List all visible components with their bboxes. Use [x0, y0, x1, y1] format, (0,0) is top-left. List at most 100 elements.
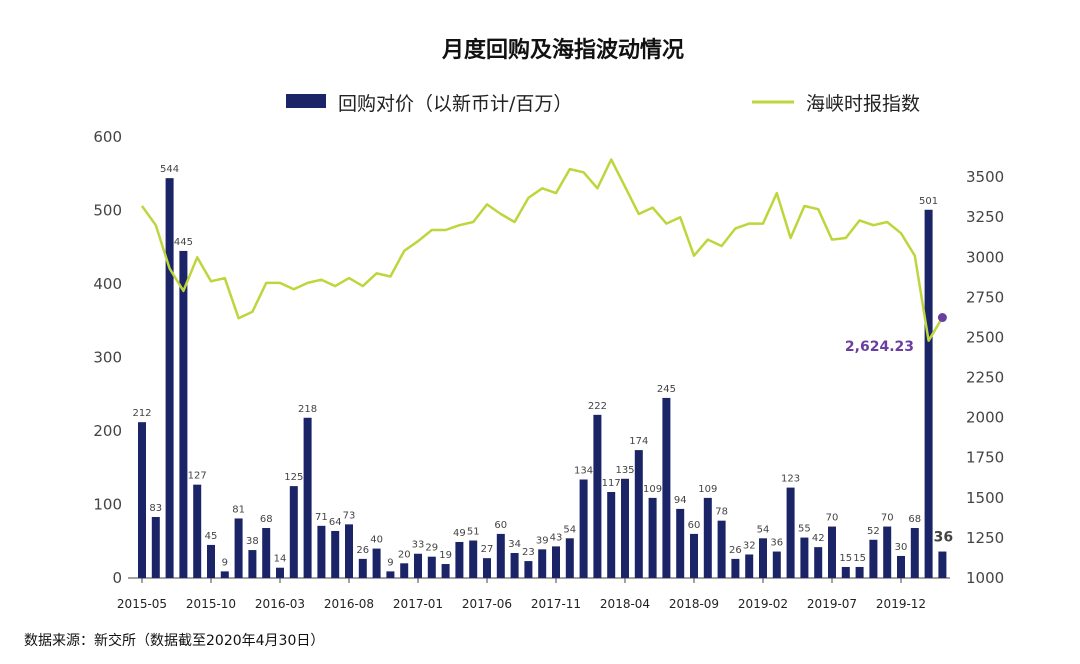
y-left-tick-label: 600 — [93, 128, 122, 146]
y-right-tick-label: 2000 — [966, 409, 1004, 427]
bar-data-label: 20 — [398, 549, 411, 560]
bar-data-label: 73 — [343, 510, 356, 521]
bar — [510, 553, 519, 578]
bar-series — [138, 178, 947, 579]
x-tick-label: 2019-07 — [807, 597, 857, 611]
bar — [165, 178, 174, 578]
bar-data-label: 70 — [881, 513, 894, 524]
bar — [731, 558, 740, 578]
bar-data-label: 54 — [563, 524, 576, 535]
bar-data-label: 245 — [657, 384, 676, 395]
bar — [772, 551, 781, 578]
x-tick-label: 2015-10 — [186, 597, 236, 611]
bar — [745, 554, 754, 578]
bar-data-label: 39 — [536, 535, 549, 546]
bar-data-label: 40 — [370, 535, 383, 546]
bar — [717, 520, 726, 578]
annotation: 2,624.23 — [845, 313, 947, 355]
bar — [593, 414, 602, 578]
bar — [138, 422, 146, 578]
bar — [800, 537, 809, 578]
bar-data-label: 174 — [629, 436, 648, 447]
x-tick-label: 2019-12 — [876, 597, 926, 611]
annotation-label: 2,624.23 — [845, 339, 914, 355]
index-line — [140, 158, 944, 342]
bar-data-label: 68 — [260, 514, 273, 525]
bar-data-label: 9 — [387, 557, 393, 568]
bar-data-label: 544 — [160, 164, 179, 175]
bar-data-label: 71 — [315, 512, 328, 523]
bar-data-label: 34 — [508, 539, 521, 550]
bar-data-label: 45 — [205, 531, 218, 542]
source-note: 数据来源：新交所（数据截至2020年4月30日） — [24, 633, 325, 649]
y-left-tick-label: 400 — [93, 275, 122, 293]
bar — [855, 566, 864, 578]
bar — [483, 558, 491, 578]
bar-data-label: 501 — [919, 196, 938, 207]
bar — [910, 528, 919, 578]
bar — [303, 417, 312, 578]
bar-data-label: 81 — [232, 504, 245, 515]
bar — [289, 486, 298, 578]
bar-data-label: 109 — [643, 484, 662, 495]
bar — [814, 547, 823, 578]
bar — [648, 497, 657, 578]
bar — [621, 478, 629, 578]
bar-data-label: 29 — [425, 543, 438, 554]
bar-data-label: 14 — [274, 554, 287, 565]
legend-bar-swatch — [286, 94, 326, 108]
bar — [662, 397, 671, 578]
y-right-tick-label: 2250 — [966, 369, 1004, 387]
bar-data-label: 60 — [688, 520, 701, 531]
y-right-tick-label: 1750 — [966, 449, 1004, 467]
bar-data-label: 33 — [412, 540, 425, 551]
bar — [496, 533, 505, 578]
bar — [455, 541, 464, 578]
x-tick-label: 2015-05 — [117, 597, 167, 611]
bar — [317, 525, 326, 578]
y-left-tick-label: 500 — [93, 202, 122, 220]
bar — [869, 539, 878, 578]
x-tick-label: 2018-04 — [600, 597, 650, 611]
bar-data-label: 445 — [174, 237, 193, 248]
bar-data-label: 19 — [439, 550, 452, 561]
bar — [179, 250, 188, 579]
bar — [345, 524, 353, 578]
bar — [565, 538, 574, 578]
bar — [469, 540, 478, 578]
bar-data-label: 55 — [798, 524, 811, 535]
x-tick-label: 2017-06 — [462, 597, 512, 611]
bar — [331, 530, 340, 578]
bar-data-label: 109 — [698, 484, 717, 495]
y-left-tick-label: 0 — [112, 569, 122, 587]
bar — [938, 551, 947, 578]
bar — [634, 450, 643, 578]
x-tick-label: 2019-02 — [738, 597, 788, 611]
bar-data-label: 9 — [222, 557, 228, 568]
y-axis-right: 1000 1250 1500 1750 2000 2250 2500 2750 3000 3250… — [966, 168, 1004, 587]
y-right-tick-label: 3500 — [966, 168, 1004, 186]
y-right-tick-label: 3250 — [966, 208, 1004, 226]
y-right-tick-label: 2750 — [966, 288, 1004, 306]
bar-data-label: 222 — [588, 401, 607, 412]
bar-data-label: 218 — [298, 404, 317, 415]
bar-data-label: 64 — [329, 517, 342, 528]
bar — [579, 479, 588, 578]
x-tick-label: 2017-01 — [393, 597, 443, 611]
bar — [703, 497, 712, 578]
bar — [552, 546, 560, 578]
bar-data-label: 78 — [715, 507, 728, 518]
bar-data-label: 36 — [770, 538, 783, 549]
bar-data-label: 94 — [674, 495, 687, 506]
bar-data-label: 135 — [615, 465, 634, 476]
bar-data-label: 83 — [149, 503, 162, 514]
bar — [207, 544, 215, 578]
bar — [924, 209, 933, 578]
y-right-tick-label: 1500 — [966, 489, 1004, 507]
bar-data-label: 15 — [853, 553, 866, 564]
bar — [262, 528, 271, 578]
bar — [193, 484, 202, 578]
bar — [151, 516, 160, 578]
y-left-tick-label: 200 — [93, 422, 122, 440]
